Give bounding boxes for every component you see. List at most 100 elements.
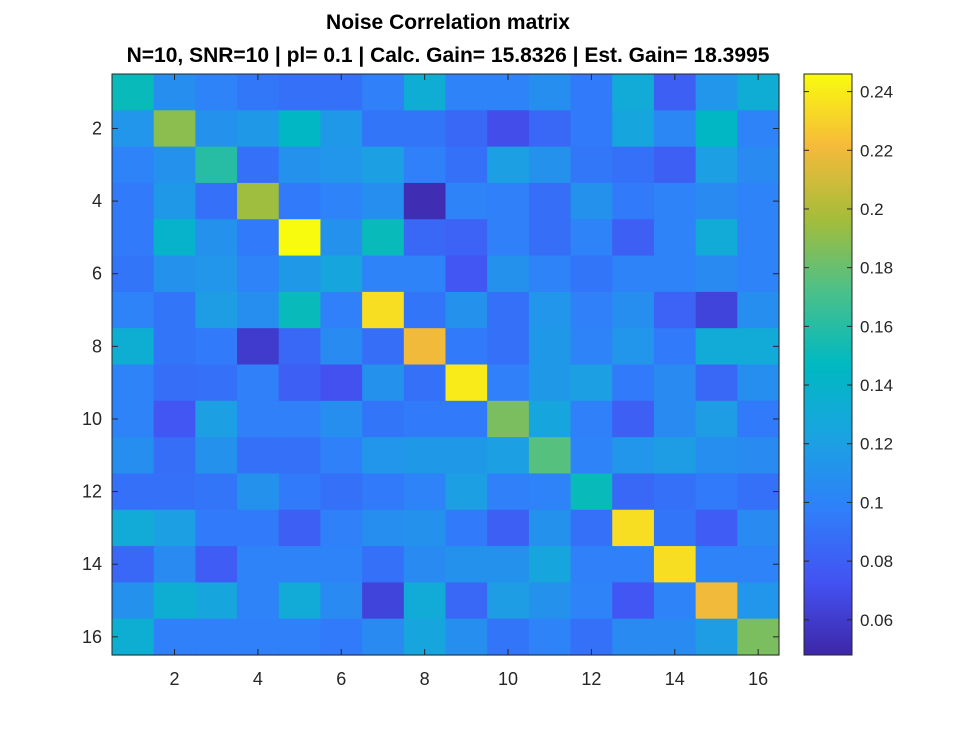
heatmap-cell-r16-c3 <box>195 618 238 656</box>
heatmap-cell-r11-c10 <box>487 437 530 475</box>
heatmap-cell-r3-c3 <box>195 146 238 184</box>
heatmap-cell-r13-c7 <box>362 509 405 547</box>
heatmap-cell-r9-c6 <box>320 364 363 402</box>
heatmap-cell-r15-c5 <box>278 582 322 620</box>
heatmap-cell-r13-c15 <box>695 509 738 547</box>
heatmap-cell-r10-c3 <box>195 400 238 438</box>
heatmap-cell-r3-c13 <box>612 146 655 184</box>
heatmap-cell-r6-c1 <box>112 255 155 293</box>
heatmap-cell-r5-c1 <box>112 219 155 257</box>
y-tick-label: 6 <box>92 264 102 284</box>
heatmap-cell-r2-c3 <box>195 110 238 148</box>
heatmap-cell-r15-c12 <box>570 582 613 620</box>
heatmap-cell-r9-c2 <box>153 364 196 402</box>
heatmap-cell-r2-c15 <box>695 110 738 148</box>
chart-title: Noise Correlation matrix <box>326 11 570 34</box>
heatmap-cell-r9-c9 <box>445 364 488 402</box>
heatmap-cell-r12-c10 <box>487 473 530 511</box>
heatmap-cell-r10-c8 <box>403 400 447 438</box>
heatmap-cell-r3-c7 <box>362 146 405 184</box>
heatmap-cell-r6-c13 <box>612 255 655 293</box>
heatmap-cell-r8-c16 <box>737 328 780 366</box>
heatmap-cell-r15-c14 <box>653 582 697 620</box>
heatmap-cell-r14-c3 <box>195 546 238 583</box>
heatmap-cell-r8-c2 <box>153 328 196 366</box>
x-tick-label: 2 <box>170 669 180 689</box>
heatmap-cell-r13-c4 <box>237 509 280 547</box>
heatmap-cell-r13-c12 <box>570 509 613 547</box>
heatmap-cell-r11-c14 <box>653 437 697 475</box>
heatmap-cell-r3-c8 <box>403 146 447 184</box>
heatmap-cell-r13-c11 <box>528 509 572 547</box>
heatmap-cell-r15-c11 <box>528 582 572 620</box>
heatmap-cell-r5-c9 <box>445 219 488 257</box>
y-tick-label: 12 <box>82 482 102 502</box>
heatmap-cell-r1-c13 <box>612 74 655 111</box>
heatmap-cell-r4-c14 <box>653 182 697 220</box>
heatmap-cell-r15-c10 <box>487 582 530 620</box>
heatmap-cell-r12-c2 <box>153 473 196 511</box>
heatmap-cell-r11-c13 <box>612 437 655 475</box>
heatmap-cell-r2-c13 <box>612 110 655 148</box>
heatmap-cell-r14-c7 <box>362 546 405 583</box>
x-tick-label: 8 <box>420 669 430 689</box>
heatmap-cell-r12-c9 <box>445 473 488 511</box>
heatmap-cell-r5-c11 <box>528 219 572 257</box>
heatmap-cell-r12-c12 <box>570 473 613 511</box>
heatmap-cell-r4-c10 <box>487 182 530 220</box>
heatmap-cell-r1-c10 <box>487 74 530 111</box>
heatmap-cell-r8-c8 <box>403 328 447 366</box>
heatmap-cell-r12-c6 <box>320 473 363 511</box>
heatmap-cell-r7-c3 <box>195 291 238 329</box>
heatmap-cell-r7-c4 <box>237 291 280 329</box>
heatmap-cell-r9-c11 <box>528 364 572 402</box>
heatmap-cell-r13-c14 <box>653 509 697 547</box>
x-tick-label: 6 <box>336 669 346 689</box>
heatmap-cell-r11-c11 <box>528 437 572 475</box>
heatmap-cell-r6-c9 <box>445 255 488 293</box>
heatmap-cell-r8-c10 <box>487 328 530 366</box>
heatmap-cell-r12-c3 <box>195 473 238 511</box>
heatmap-cell-r4-c3 <box>195 182 238 220</box>
heatmap-cell-r8-c15 <box>695 328 738 366</box>
heatmap-cell-r4-c9 <box>445 182 488 220</box>
heatmap-cell-r14-c8 <box>403 546 447 583</box>
heatmap-cell-r14-c9 <box>445 546 488 583</box>
heatmap-cell-r3-c16 <box>737 146 780 184</box>
heatmap-cell-r13-c16 <box>737 509 780 547</box>
heatmap-cell-r14-c6 <box>320 546 363 583</box>
colorbar <box>803 73 853 656</box>
heatmap-cell-r9-c8 <box>403 364 447 402</box>
heatmap-cell-r12-c14 <box>653 473 697 511</box>
heatmap-cell-r5-c10 <box>487 219 530 257</box>
heatmap-cell-r9-c3 <box>195 364 238 402</box>
heatmap-cell-r12-c4 <box>237 473 280 511</box>
heatmap-cell-r3-c1 <box>112 146 155 184</box>
heatmap-cell-r13-c13 <box>612 509 655 547</box>
heatmap-cell-r7-c1 <box>112 291 155 329</box>
heatmap-cell-r11-c6 <box>320 437 363 475</box>
colorbar-tick-label: 0.24 <box>860 83 893 102</box>
heatmap-cell-r2-c6 <box>320 110 363 148</box>
heatmap-cell-r7-c12 <box>570 291 613 329</box>
heatmap-cell-r6-c15 <box>695 255 738 293</box>
heatmap-cell-r2-c9 <box>445 110 488 148</box>
heatmap-cell-r7-c10 <box>487 291 530 329</box>
heatmap-cell-r3-c14 <box>653 146 697 184</box>
heatmap-cell-r13-c9 <box>445 509 488 547</box>
heatmap-cell-r6-c3 <box>195 255 238 293</box>
heatmap-cell-r2-c12 <box>570 110 613 148</box>
colorbar-ticks: 0.06 0.08 0.1 0.12 0.14 0.16 0.18 0.2 0.22 0.24 <box>804 83 893 630</box>
heatmap-cell-r5-c15 <box>695 219 738 257</box>
heatmap-cell-r10-c1 <box>112 400 155 438</box>
heatmap-cell-r5-c5 <box>278 219 322 257</box>
heatmap-cell-r2-c2 <box>153 110 196 148</box>
heatmap-cell-r6-c12 <box>570 255 613 293</box>
heatmap-cell-r3-c5 <box>278 146 322 184</box>
heatmap-cell-r5-c14 <box>653 219 697 257</box>
heatmap-cell-r1-c7 <box>362 74 405 111</box>
heatmap-cell-r1-c11 <box>528 74 572 111</box>
heatmap-cell-r10-c6 <box>320 400 363 438</box>
x-tick-label: 10 <box>498 669 518 689</box>
heatmap-cell-r14-c4 <box>237 546 280 583</box>
